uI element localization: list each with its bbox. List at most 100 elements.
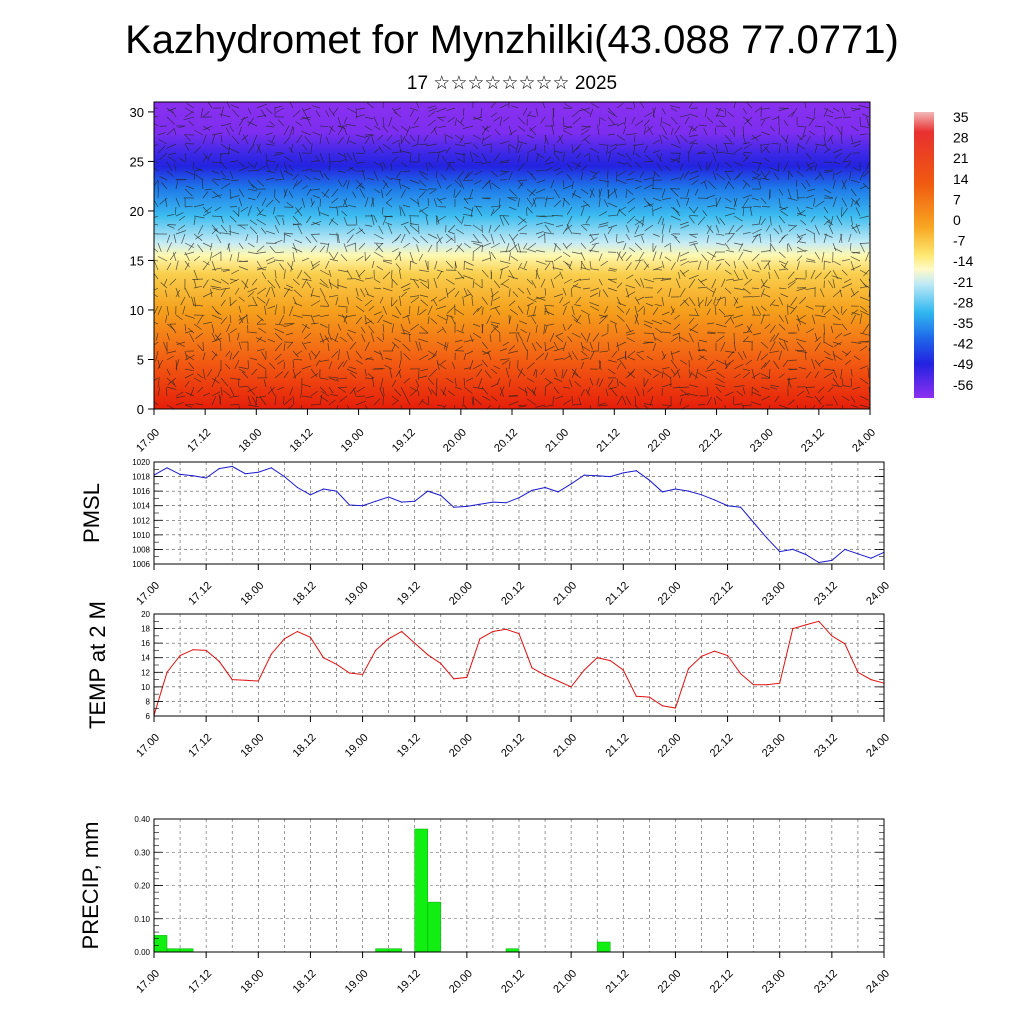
wind-barb bbox=[238, 341, 242, 350]
pmsl-point bbox=[388, 496, 390, 498]
x-tick-label: 22.00 bbox=[656, 580, 684, 608]
wind-barb bbox=[488, 180, 492, 190]
wind-barb bbox=[724, 404, 726, 409]
wind-barb bbox=[634, 225, 640, 235]
wind-barb bbox=[184, 287, 191, 298]
wind-barb bbox=[418, 225, 420, 235]
wind-barb bbox=[670, 215, 681, 221]
wind-barb bbox=[535, 231, 544, 235]
wind-barb bbox=[465, 170, 474, 179]
wind-barb bbox=[841, 160, 852, 163]
x-tick-label: 20.12 bbox=[499, 580, 527, 608]
wind-barb bbox=[399, 205, 402, 217]
wind-barb bbox=[256, 251, 267, 254]
wind-barb bbox=[544, 305, 550, 315]
wind-barb bbox=[471, 397, 474, 406]
wind-barb bbox=[733, 385, 745, 388]
wind-barb bbox=[617, 170, 627, 177]
wind-barb bbox=[724, 161, 732, 168]
wind-barb bbox=[202, 242, 212, 248]
wind-barb bbox=[319, 337, 330, 343]
wind-barb bbox=[783, 120, 789, 127]
temp-point bbox=[518, 633, 520, 635]
wind-barb bbox=[378, 225, 384, 235]
wind-barb bbox=[175, 178, 186, 181]
wind-barb bbox=[402, 204, 411, 208]
wind-barb bbox=[589, 351, 595, 361]
wind-barb bbox=[328, 377, 340, 382]
wind-barb bbox=[328, 160, 338, 163]
wind-barb bbox=[491, 182, 501, 190]
wind-barb bbox=[193, 323, 202, 330]
wind-barb bbox=[598, 188, 603, 199]
wind-barb bbox=[832, 260, 841, 266]
wind-barb bbox=[652, 245, 657, 253]
wind-barb bbox=[508, 125, 513, 136]
wind-barb bbox=[616, 305, 625, 313]
wind-barb bbox=[211, 377, 220, 384]
wind-barb bbox=[697, 286, 708, 289]
wind-barb bbox=[519, 179, 528, 181]
wind-barb bbox=[696, 152, 708, 155]
wind-barb bbox=[325, 260, 330, 270]
wind-barb bbox=[453, 404, 456, 409]
wind-barb bbox=[808, 116, 816, 127]
wind-barb bbox=[733, 147, 743, 154]
wind-barb bbox=[760, 353, 769, 361]
wind-barb bbox=[625, 188, 634, 195]
wind-barb bbox=[531, 280, 537, 289]
wind-barb bbox=[751, 386, 760, 393]
wind-barb bbox=[781, 135, 789, 145]
wind-barb bbox=[833, 354, 843, 361]
wind-barb bbox=[544, 325, 548, 334]
wind-barb bbox=[834, 116, 843, 120]
wind-barb bbox=[859, 125, 870, 129]
wind-barb bbox=[301, 185, 309, 190]
wind-barb bbox=[832, 148, 843, 154]
y-tick-label: 1012 bbox=[132, 516, 150, 525]
wind-barb bbox=[427, 233, 438, 239]
wind-barb bbox=[405, 396, 411, 406]
wind-barb bbox=[865, 251, 870, 262]
wind-barb bbox=[346, 332, 354, 342]
wind-barb bbox=[293, 289, 303, 298]
wind-barb bbox=[736, 390, 744, 397]
wind-barb bbox=[634, 305, 638, 317]
wind-barb bbox=[625, 178, 635, 181]
wind-barb bbox=[229, 215, 237, 223]
wind-barb bbox=[682, 269, 690, 275]
wind-barb bbox=[391, 395, 398, 401]
wind-barb bbox=[791, 107, 798, 118]
wind-barb bbox=[742, 368, 751, 372]
wind-barb bbox=[626, 215, 636, 224]
wind-barb bbox=[184, 152, 187, 162]
wind-barb bbox=[231, 269, 240, 275]
wind-barb bbox=[742, 386, 746, 395]
wind-barb bbox=[661, 260, 665, 269]
wind-barb bbox=[783, 341, 789, 352]
wind-barb bbox=[169, 323, 177, 334]
wind-barb bbox=[355, 400, 366, 406]
wind-barb bbox=[274, 342, 283, 352]
wind-barb bbox=[851, 107, 861, 112]
temp-point bbox=[231, 679, 233, 681]
wind-barb bbox=[778, 206, 787, 210]
wind-barb bbox=[436, 197, 443, 204]
wind-barb bbox=[425, 162, 429, 172]
wind-barb bbox=[319, 278, 328, 286]
wind-barb bbox=[472, 224, 483, 232]
wind-barb bbox=[796, 233, 807, 238]
wind-barb bbox=[444, 341, 447, 350]
wind-barb bbox=[409, 261, 412, 271]
wind-barb bbox=[499, 250, 511, 253]
wind-barb bbox=[436, 215, 440, 225]
wind-barb bbox=[814, 359, 821, 367]
y-tick-label: 14 bbox=[141, 654, 150, 663]
wind-barb bbox=[154, 293, 159, 298]
wind-barb bbox=[456, 329, 465, 334]
wind-barb bbox=[659, 134, 663, 145]
wind-barb bbox=[607, 341, 610, 351]
wind-barb bbox=[172, 252, 177, 262]
wind-barb bbox=[354, 243, 357, 253]
temp-point bbox=[362, 673, 364, 676]
